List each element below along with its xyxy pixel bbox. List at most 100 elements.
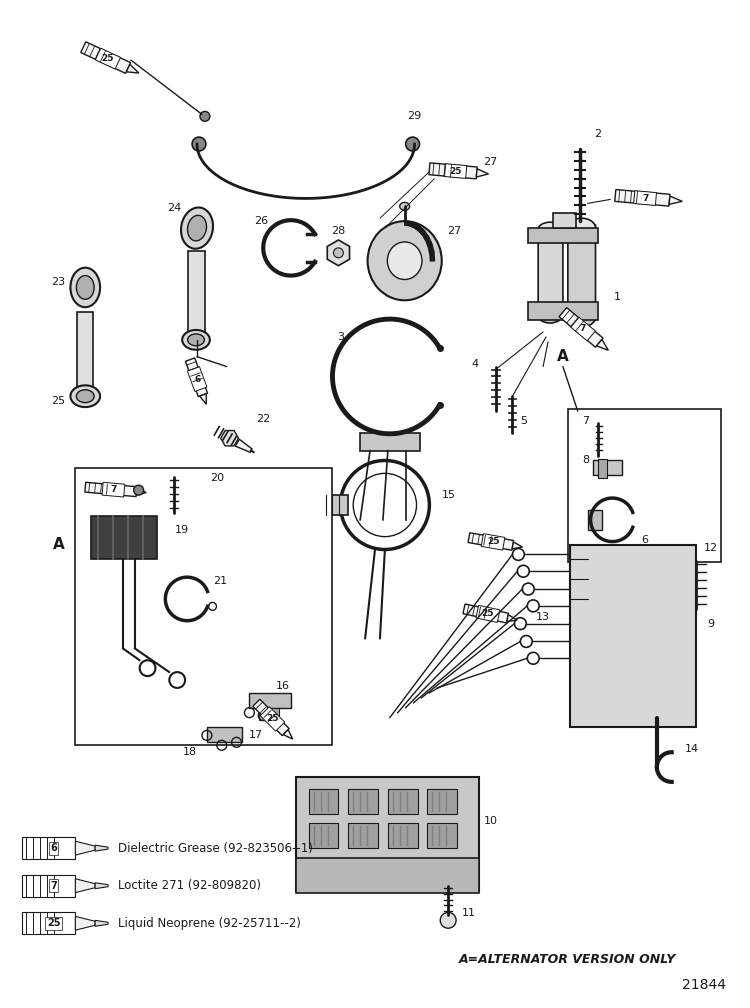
- Text: 6: 6: [50, 843, 57, 853]
- Polygon shape: [95, 845, 108, 851]
- Polygon shape: [85, 482, 137, 497]
- Bar: [427, 824, 457, 848]
- Polygon shape: [22, 912, 75, 934]
- Bar: [427, 789, 457, 813]
- Bar: [296, 858, 478, 893]
- Ellipse shape: [368, 221, 442, 300]
- Text: 19: 19: [175, 525, 189, 534]
- Polygon shape: [596, 340, 608, 351]
- Text: A: A: [557, 349, 568, 364]
- Ellipse shape: [400, 203, 410, 211]
- Text: 7: 7: [50, 881, 57, 891]
- Text: 27: 27: [447, 226, 461, 236]
- Bar: [348, 789, 378, 813]
- Polygon shape: [592, 461, 622, 476]
- Ellipse shape: [387, 242, 422, 279]
- Text: 17: 17: [249, 731, 263, 741]
- Circle shape: [440, 912, 456, 928]
- Ellipse shape: [188, 334, 205, 346]
- Text: 7: 7: [580, 325, 586, 334]
- Polygon shape: [284, 730, 292, 739]
- Bar: [570, 544, 697, 728]
- Text: 4: 4: [471, 359, 478, 369]
- Polygon shape: [188, 367, 207, 391]
- Text: 15: 15: [442, 490, 456, 500]
- Text: 12: 12: [704, 542, 718, 552]
- Text: 6: 6: [194, 375, 200, 383]
- Text: 25: 25: [102, 54, 114, 64]
- Text: 29: 29: [407, 111, 422, 121]
- Text: 25: 25: [487, 537, 500, 546]
- Polygon shape: [236, 439, 252, 453]
- Text: 25: 25: [266, 715, 279, 724]
- Text: 21: 21: [213, 577, 226, 586]
- Text: Dielectric Grease (92-823506--1): Dielectric Grease (92-823506--1): [118, 842, 313, 855]
- Ellipse shape: [182, 330, 210, 350]
- Ellipse shape: [568, 307, 596, 327]
- Bar: [309, 789, 338, 813]
- Polygon shape: [75, 842, 95, 855]
- Bar: [309, 824, 338, 848]
- Polygon shape: [507, 615, 518, 622]
- Circle shape: [134, 485, 143, 495]
- Polygon shape: [669, 197, 682, 205]
- Bar: [296, 777, 478, 891]
- Polygon shape: [615, 190, 670, 206]
- Text: A=ALTERNATOR VERSION ONLY: A=ALTERNATOR VERSION ONLY: [459, 954, 676, 967]
- Polygon shape: [571, 318, 596, 341]
- Polygon shape: [95, 48, 121, 70]
- Text: Liquid Neoprene (92-25711--2): Liquid Neoprene (92-25711--2): [118, 917, 301, 929]
- Text: 16: 16: [276, 681, 290, 690]
- Polygon shape: [468, 533, 514, 550]
- Text: 21844: 21844: [682, 978, 726, 992]
- Polygon shape: [528, 302, 598, 321]
- Polygon shape: [476, 168, 488, 177]
- Polygon shape: [476, 606, 500, 623]
- Polygon shape: [260, 707, 285, 731]
- Ellipse shape: [188, 216, 206, 241]
- Polygon shape: [200, 394, 206, 404]
- Polygon shape: [429, 163, 477, 178]
- Ellipse shape: [70, 268, 100, 307]
- Text: 18: 18: [183, 747, 197, 757]
- Ellipse shape: [76, 275, 94, 299]
- Ellipse shape: [568, 218, 596, 238]
- Polygon shape: [482, 533, 505, 550]
- Ellipse shape: [70, 385, 100, 407]
- Text: 25: 25: [46, 918, 60, 928]
- Text: 25: 25: [482, 610, 494, 619]
- Ellipse shape: [181, 208, 213, 249]
- Polygon shape: [95, 920, 108, 926]
- Text: 25: 25: [449, 166, 462, 175]
- Text: 27: 27: [484, 157, 498, 167]
- Polygon shape: [538, 228, 563, 318]
- Ellipse shape: [537, 222, 563, 240]
- Polygon shape: [75, 916, 95, 930]
- Bar: [348, 824, 378, 848]
- Circle shape: [334, 248, 344, 258]
- Bar: [75, 469, 332, 745]
- Bar: [388, 789, 418, 813]
- Polygon shape: [75, 879, 95, 893]
- Text: 10: 10: [484, 816, 498, 827]
- Text: 5: 5: [520, 416, 526, 426]
- Polygon shape: [92, 516, 158, 559]
- Polygon shape: [634, 191, 656, 206]
- Text: 23: 23: [52, 277, 65, 287]
- Polygon shape: [559, 307, 603, 347]
- Bar: [188, 251, 205, 335]
- Circle shape: [406, 137, 419, 151]
- Polygon shape: [253, 700, 290, 736]
- Polygon shape: [22, 838, 75, 859]
- Text: 28: 28: [332, 226, 346, 236]
- Polygon shape: [327, 240, 350, 266]
- Text: 20: 20: [210, 474, 224, 483]
- Text: 6: 6: [641, 534, 649, 544]
- Text: 8: 8: [582, 456, 590, 466]
- Polygon shape: [528, 228, 598, 243]
- Polygon shape: [185, 358, 208, 396]
- Polygon shape: [320, 495, 348, 515]
- Polygon shape: [444, 163, 466, 178]
- Polygon shape: [95, 883, 108, 889]
- Polygon shape: [512, 542, 523, 548]
